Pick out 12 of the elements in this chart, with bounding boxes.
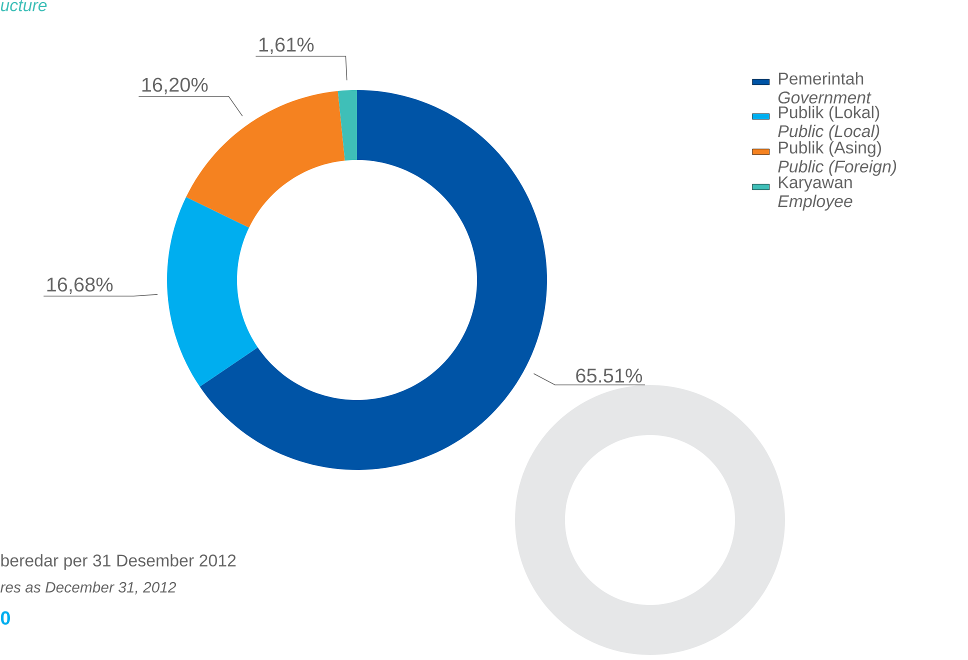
data-label: 16,20% <box>142 78 208 94</box>
data-label: 16,68% <box>47 278 113 294</box>
chart-title: ucture <box>0 0 47 12</box>
text: 0 <box>0 611 10 625</box>
text: beredar per 31 Desember 2012 <box>1 554 236 570</box>
legend-label: Publik (Lokal) Public (Local) <box>778 106 880 141</box>
legend-label: Karyawan Employee <box>778 176 852 211</box>
text: res as December 31, 2012 <box>0 582 176 594</box>
data-label: 1,61% <box>259 38 314 54</box>
data-label: 65.51% <box>576 368 642 383</box>
legend-label: Publik (Asing) Public (Foreign) <box>778 141 896 176</box>
legend-label: Pemerintah Government <box>778 72 872 104</box>
